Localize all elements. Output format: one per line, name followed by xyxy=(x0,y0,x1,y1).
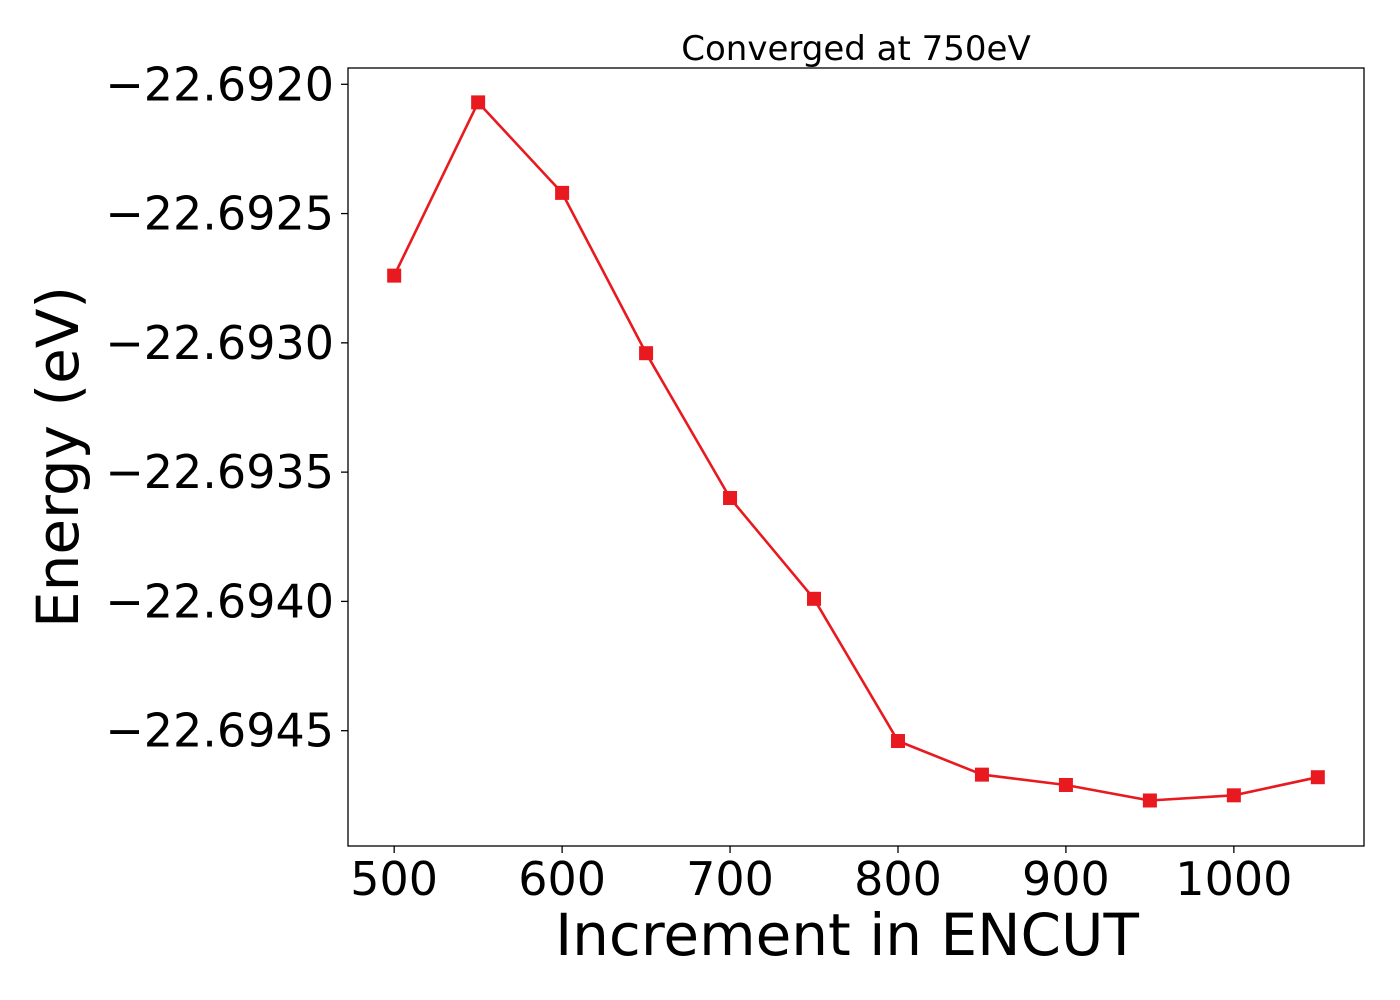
data-point xyxy=(723,490,738,505)
series-line xyxy=(393,101,1319,802)
data-point xyxy=(807,591,822,606)
y-tick-label: −22.6945 xyxy=(105,704,334,758)
data-point xyxy=(890,734,905,749)
data-point xyxy=(471,95,486,110)
y-tick-label: −22.6930 xyxy=(105,316,334,370)
y-tick-label: −22.6940 xyxy=(105,574,334,628)
x-tick-label: 600 xyxy=(518,852,606,906)
y-tick-label: −22.6925 xyxy=(105,187,334,241)
data-point xyxy=(1058,777,1073,792)
y-tick-label: −22.6935 xyxy=(105,445,334,499)
data-point xyxy=(1310,770,1325,785)
chart-title: Converged at 750eV xyxy=(681,29,1030,69)
x-tick-label: 1000 xyxy=(1175,852,1292,906)
data-point xyxy=(555,185,570,200)
y-tick-label: −22.6920 xyxy=(105,57,334,111)
x-tick-label: 900 xyxy=(1022,852,1110,906)
plot-area-frame xyxy=(347,67,1365,847)
data-point xyxy=(639,346,654,361)
x-tick-label: 700 xyxy=(686,852,774,906)
x-axis-ticks: 500 600 700 800 900 1000 xyxy=(350,846,1292,906)
data-point xyxy=(974,767,989,782)
x-axis-label: Increment in ENCUT xyxy=(555,901,1139,969)
x-tick-label: 800 xyxy=(854,852,942,906)
data-point xyxy=(387,268,402,283)
y-axis-label: Energy (eV) xyxy=(24,286,92,628)
series-layer xyxy=(387,95,1325,808)
data-point xyxy=(1226,788,1241,803)
y-axis-ticks: −22.6920 −22.6925 −22.6930 −22.6935 −22.6940… xyxy=(105,57,348,758)
data-point xyxy=(1142,793,1157,808)
x-tick-label: 500 xyxy=(350,852,438,906)
